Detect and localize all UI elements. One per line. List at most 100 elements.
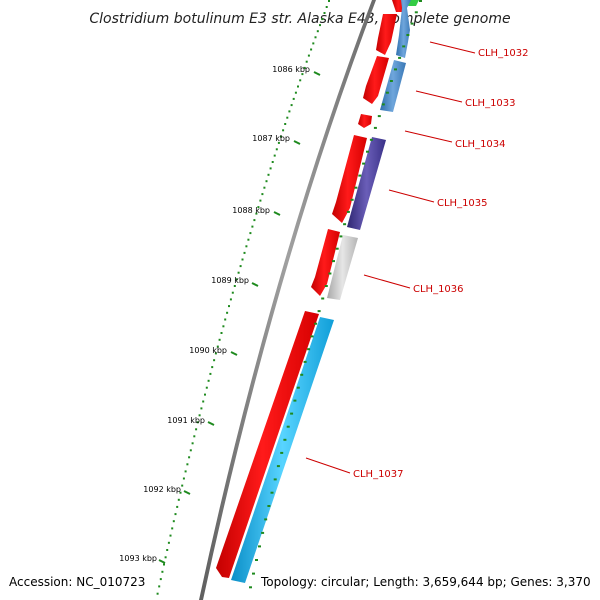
minor-tick-ring [156,0,330,595]
inner-tick-dash [249,586,252,589]
minor-tick-dot [188,456,191,459]
inner-tick-dash [252,572,255,575]
minor-tick-dot [280,135,282,138]
minor-tick-dot [213,359,216,362]
gene-bar-green [408,0,419,6]
inner-tick-dash [280,451,284,454]
inner-tick-dash [394,68,397,71]
minor-tick-dot [245,245,248,248]
minor-tick-dot [195,428,198,431]
minor-tick-dot [265,180,268,183]
minor-tick-dot [247,238,250,241]
inner-tick-dash [283,438,287,441]
minor-tick-dot [158,585,161,588]
minor-tick-dot [179,491,182,494]
minor-tick-dot [328,0,330,2]
minor-tick-dot [182,477,185,480]
minor-tick-dot [161,570,164,573]
minor-tick-dot [198,414,201,417]
inner-tick-dash [317,310,321,313]
minor-tick-dot [156,592,159,595]
inner-tick-dash [264,518,268,521]
gene-label-clh-1032[interactable]: CLH_1032 [429,41,529,59]
inner-tick-dash [273,478,277,481]
gene-label-clh-1035[interactable]: CLH_1035 [388,189,488,209]
minor-tick-dot [216,345,219,348]
minor-tick-dot [269,167,272,170]
inner-tick-dash [255,559,258,561]
inner-tick-dash [377,115,381,118]
gene-bar-clh-1032 [396,0,411,58]
minor-tick-dot [174,513,177,516]
minor-tick-dot [325,6,328,8]
minor-tick-dot [220,332,223,334]
kbp-label-1093: 1093 kbp [119,554,157,563]
kbp-label-1086: 1086 kbp [272,65,310,74]
minor-tick-dot [310,48,313,51]
minor-tick-dot [292,97,295,100]
kbp-tick-1093: 1093 kbp [119,554,166,564]
minor-tick-dot [294,91,297,94]
forward-gene-arrow [332,135,367,223]
svg-text:CLH_1036: CLH_1036 [413,284,464,295]
inner-tick-dash [267,505,271,507]
gene-label-clh-1033[interactable]: CLH_1033 [415,90,516,109]
inner-tick-dash [419,0,422,2]
minor-tick-dot [305,60,308,63]
kbp-label-1090: 1090 kbp [189,346,227,355]
inner-tick-dash [290,412,294,415]
gene-label-clh-1034[interactable]: CLH_1034 [404,130,506,150]
minor-tick-dot [196,421,199,424]
minor-tick-dot [222,325,225,328]
inner-tick-dash [276,465,280,468]
inner-tick-dash [300,373,304,376]
minor-tick-dot [273,154,276,157]
forward-gene-arrow [311,229,340,296]
inner-tick-dash [314,322,318,325]
forward-gene-arrow [358,114,372,128]
minor-tick-dot [214,352,217,355]
kbp-label-1091: 1091 kbp [167,416,205,425]
minor-tick-dot [312,42,315,45]
minor-tick-dot [277,141,280,144]
minor-tick-dot [166,549,169,551]
minor-tick-dot [191,442,194,445]
minor-tick-dot [263,186,266,189]
inner-tick-dash [354,186,358,189]
gene-bar-clh-1035 [347,137,386,230]
minor-tick-dot [249,232,252,235]
minor-tick-dot [193,435,196,438]
gene-labels: CLH_1032 CLH_1033 CLH_1034 CLH_1035 CLH_… [305,41,529,480]
minor-tick-dot [316,30,319,33]
inner-tick-dash [296,386,300,389]
inner-tick-dash [366,150,369,153]
map-title: Clostridium botulinum E3 str. Alaska E43… [89,11,510,27]
gene-bar-clh-1036 [327,235,358,300]
kbp-tick-1089: 1089 kbp [211,276,259,287]
forward-gene-arrow [363,56,389,104]
minor-tick-dot [228,305,230,308]
svg-text:CLH_1032: CLH_1032 [478,48,529,59]
minor-tick-dot [211,366,214,369]
gene-label-clh-1037[interactable]: CLH_1037 [305,457,404,480]
minor-tick-dot [172,520,175,523]
minor-tick-dot [204,393,206,396]
gene-label-clh-1036[interactable]: CLH_1036 [363,274,464,295]
inner-tick-dash [303,360,307,363]
inner-tick-dash [307,348,311,351]
minor-tick-dot [167,541,170,544]
minor-tick-dot [237,271,240,274]
inner-tick-dash [346,210,350,213]
minor-tick-dot [186,463,189,466]
minor-tick-dot [303,66,306,69]
minor-tick-dot [297,85,299,88]
minor-tick-dot [323,12,326,14]
minor-tick-dot [209,372,212,375]
minor-tick-dot [301,73,304,76]
minor-tick-dot [261,193,264,196]
svg-text:CLH_1033: CLH_1033 [465,98,516,109]
minor-tick-dot [202,400,205,403]
inner-tick-dash [402,45,406,48]
inner-tick-dash [335,247,339,250]
